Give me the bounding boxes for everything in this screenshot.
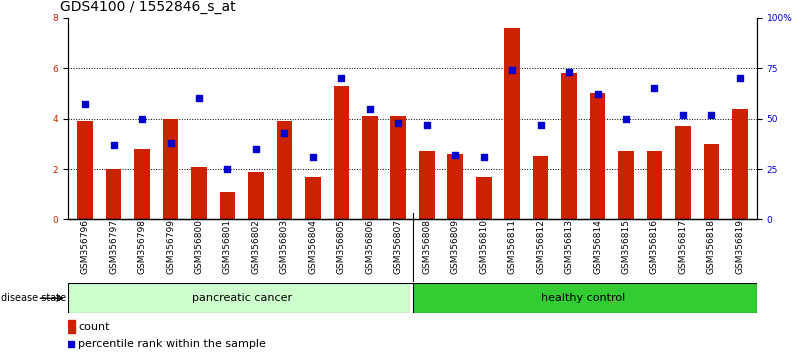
Text: GSM356803: GSM356803 xyxy=(280,219,289,274)
Point xyxy=(135,116,148,121)
Point xyxy=(221,166,234,172)
Bar xyxy=(390,116,406,219)
Text: GSM356816: GSM356816 xyxy=(650,219,659,274)
Text: GSM356809: GSM356809 xyxy=(451,219,460,274)
Point xyxy=(705,112,718,118)
Point xyxy=(164,140,177,145)
Point xyxy=(192,96,205,101)
Text: GSM356812: GSM356812 xyxy=(536,219,545,274)
Bar xyxy=(533,156,549,219)
Text: GSM356805: GSM356805 xyxy=(337,219,346,274)
Text: count: count xyxy=(78,322,110,332)
Bar xyxy=(106,169,122,219)
Point xyxy=(78,102,91,107)
Text: GSM356813: GSM356813 xyxy=(565,219,574,274)
Bar xyxy=(135,149,150,219)
Point xyxy=(335,75,348,81)
Text: GSM356814: GSM356814 xyxy=(593,219,602,274)
Point xyxy=(734,75,747,81)
Text: GSM356811: GSM356811 xyxy=(508,219,517,274)
Point xyxy=(421,122,433,127)
Text: GSM356801: GSM356801 xyxy=(223,219,232,274)
Point xyxy=(307,154,320,160)
Bar xyxy=(248,172,264,219)
Bar xyxy=(618,152,634,219)
Point xyxy=(278,130,291,136)
Bar xyxy=(305,177,320,219)
Text: GSM356819: GSM356819 xyxy=(735,219,744,274)
Text: GSM356807: GSM356807 xyxy=(394,219,403,274)
Bar xyxy=(562,73,577,219)
Bar xyxy=(476,177,492,219)
Bar xyxy=(219,192,235,219)
Bar xyxy=(675,126,690,219)
Bar xyxy=(732,108,747,219)
Point xyxy=(505,67,518,73)
Point xyxy=(392,120,405,125)
Bar xyxy=(68,320,74,333)
Point xyxy=(477,154,490,160)
Bar xyxy=(68,283,409,313)
Text: GSM356817: GSM356817 xyxy=(678,219,687,274)
Text: GSM356804: GSM356804 xyxy=(308,219,317,274)
Point xyxy=(250,146,263,152)
Bar xyxy=(419,152,435,219)
Text: GSM356818: GSM356818 xyxy=(707,219,716,274)
Bar xyxy=(505,28,520,219)
Point xyxy=(65,342,78,347)
Point xyxy=(591,92,604,97)
Bar xyxy=(448,154,463,219)
Bar xyxy=(333,86,349,219)
Point xyxy=(449,152,461,158)
Text: disease state: disease state xyxy=(1,293,66,303)
Text: GSM356810: GSM356810 xyxy=(479,219,488,274)
Point xyxy=(620,116,633,121)
Text: GSM356796: GSM356796 xyxy=(81,219,90,274)
Bar xyxy=(276,121,292,219)
Text: GSM356802: GSM356802 xyxy=(252,219,260,274)
Text: GSM356797: GSM356797 xyxy=(109,219,118,274)
Text: healthy control: healthy control xyxy=(541,293,626,303)
Bar xyxy=(163,119,179,219)
Text: GSM356798: GSM356798 xyxy=(138,219,147,274)
Bar xyxy=(413,283,757,313)
Text: GSM356815: GSM356815 xyxy=(622,219,630,274)
Text: pancreatic cancer: pancreatic cancer xyxy=(191,293,292,303)
Bar xyxy=(191,166,207,219)
Text: GSM356799: GSM356799 xyxy=(166,219,175,274)
Text: GSM356808: GSM356808 xyxy=(422,219,431,274)
Point xyxy=(107,142,120,148)
Bar xyxy=(78,121,93,219)
Point xyxy=(364,105,376,111)
Text: GDS4100 / 1552846_s_at: GDS4100 / 1552846_s_at xyxy=(60,0,235,14)
Text: GSM356806: GSM356806 xyxy=(365,219,374,274)
Text: GSM356800: GSM356800 xyxy=(195,219,203,274)
Text: percentile rank within the sample: percentile rank within the sample xyxy=(78,339,266,349)
Bar xyxy=(646,152,662,219)
Point xyxy=(562,69,575,75)
Bar xyxy=(590,93,606,219)
Point xyxy=(677,112,690,118)
Point xyxy=(648,85,661,91)
Bar xyxy=(362,116,377,219)
Bar xyxy=(703,144,719,219)
Point xyxy=(534,122,547,127)
